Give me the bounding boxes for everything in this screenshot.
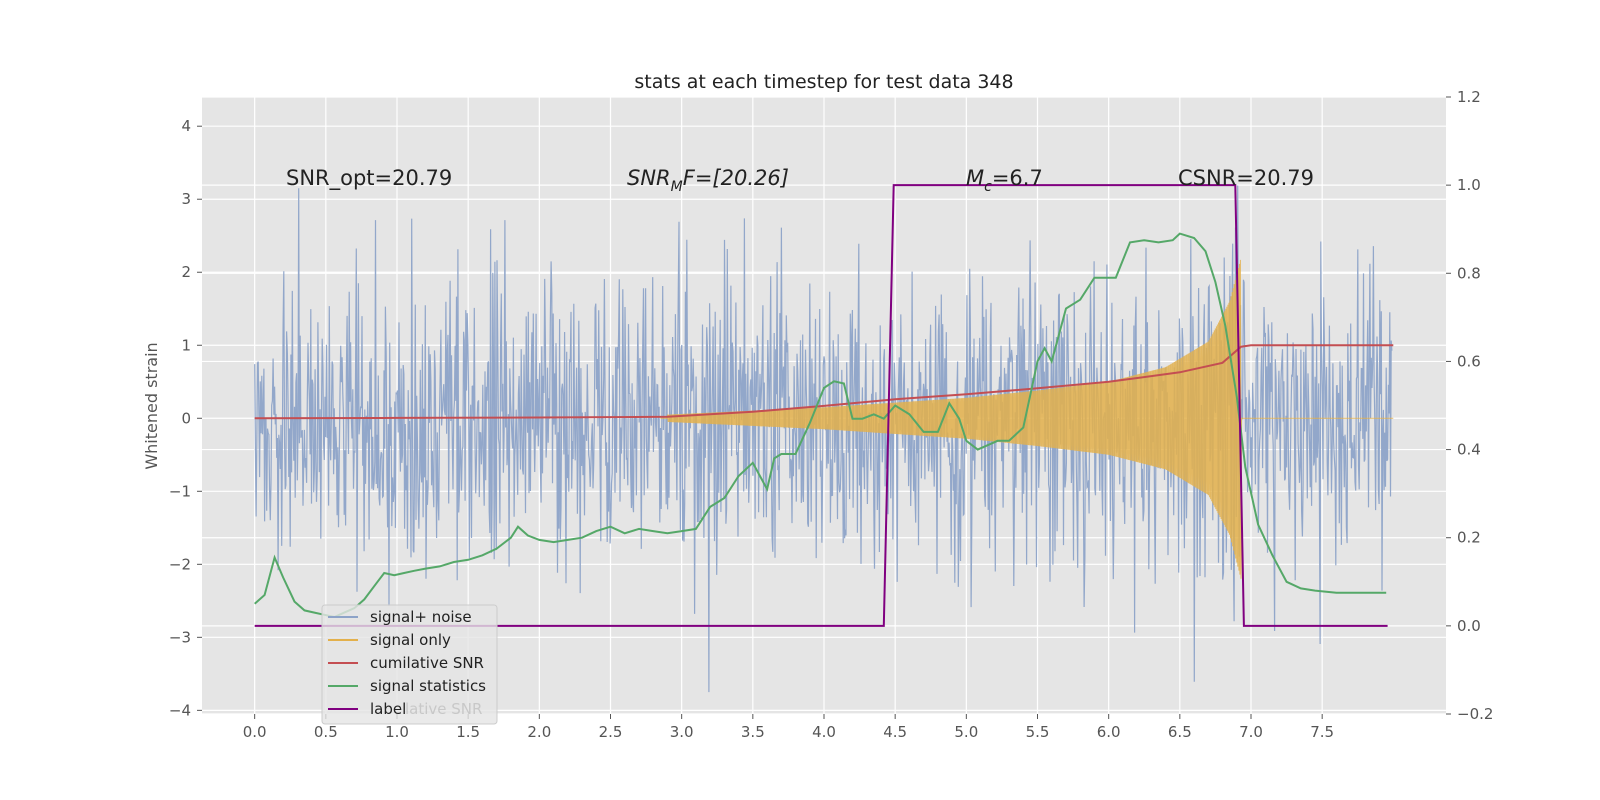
x-tick-label-5: 2.5: [599, 723, 623, 741]
y2-tick-label-0: 1.2: [1457, 88, 1481, 106]
x-tick-label-0: 0.0: [243, 723, 267, 741]
series-signal-only: [660, 259, 1394, 579]
annotation-snr-opt: SNR_opt=20.79: [286, 166, 452, 191]
y2-tick-label-1: 1.0: [1457, 176, 1481, 194]
series-lines: [254, 184, 1394, 627]
line-signal-only: [660, 259, 1394, 579]
legend: lative SNR signal+ noise signal only cumil…: [321, 604, 498, 725]
line-cumilative-snr: [254, 344, 1394, 420]
legend-label-2: cumilative SNR: [370, 654, 484, 672]
y-tick-label-4: 0: [181, 409, 191, 427]
y-tick-label-1: 3: [181, 190, 191, 208]
y2-tick-label-6: 0.0: [1457, 617, 1481, 635]
legend-box: [321, 604, 498, 725]
y-tick-label-6: −2: [169, 555, 191, 573]
legend-label-4: label: [370, 700, 406, 718]
line-signal-noise: [254, 185, 1393, 693]
annotation-snr-mf-f: F=[20.26]: [683, 166, 789, 190]
line-signal-statistics: [254, 232, 1387, 619]
annotation-mc-sub: c: [984, 179, 992, 195]
y2-tick-label-2: 0.8: [1457, 264, 1481, 282]
legend-label-0: signal+ noise: [370, 608, 472, 626]
x-tick-label-11: 5.5: [1026, 723, 1050, 741]
x-tick-label-13: 6.5: [1168, 723, 1192, 741]
y-tick-label-7: −3: [169, 628, 191, 646]
chart-title: stats at each timestep for test data 348: [634, 71, 1013, 93]
y2-tick-label-4: 0.4: [1457, 441, 1481, 459]
y-tick-label-8: −4: [169, 701, 191, 719]
x-tick-label-12: 6.0: [1097, 723, 1121, 741]
x-tick-label-14: 7.0: [1239, 723, 1263, 741]
annotation-snr-mf-sub: M: [671, 179, 683, 195]
x-tick-label-1: 0.5: [314, 723, 338, 741]
annotation-csnr: CSNR=20.79: [1178, 166, 1314, 190]
y-tick-label-2: 2: [181, 263, 191, 281]
x-tick-label-8: 4.0: [812, 723, 836, 741]
axes: 0.0 0.5 1.0 1.5 2.0 2.5 3.0 3.5 4.0 4.5 5.0 5.5 6.0 6…: [169, 88, 1494, 741]
y-axis-label: Whitened strain: [142, 342, 161, 469]
x-tick-label-2: 1.0: [385, 723, 409, 741]
x-tick-label-4: 2.0: [527, 723, 551, 741]
annotation-mc-value: =6.7: [992, 166, 1043, 190]
y-tick-label-5: −1: [169, 482, 191, 500]
y2-tick-label-3: 0.6: [1457, 352, 1481, 370]
x-tick-label-6: 3.0: [670, 723, 694, 741]
legend-label-3: signal statistics: [370, 677, 486, 695]
annotation-mc-prefix: M: [966, 166, 984, 190]
legend-label-1: signal only: [370, 631, 451, 649]
y2-tick-label-5: 0.2: [1457, 529, 1481, 547]
annotation-mc: Mc=6.7: [966, 166, 1043, 195]
x-tick-label-9: 4.5: [883, 723, 907, 741]
y-tick-label-3: 1: [181, 336, 191, 354]
y2-tick-label-7: −0.2: [1457, 705, 1493, 723]
legend-hidden-text: lative SNR: [405, 700, 482, 718]
y-tick-label-0: 4: [181, 117, 191, 135]
series-signal-noise: [254, 185, 1393, 693]
x-tick-label-10: 5.0: [954, 723, 978, 741]
annotation-snr-mf-prefix: SNR: [627, 166, 671, 190]
annotation-snr-mf: SNRMF=[20.26]: [627, 166, 789, 195]
line-label: [254, 184, 1388, 627]
x-tick-label-3: 1.5: [456, 723, 480, 741]
x-tick-label-7: 3.5: [741, 723, 765, 741]
x-tick-label-15: 7.5: [1310, 723, 1334, 741]
